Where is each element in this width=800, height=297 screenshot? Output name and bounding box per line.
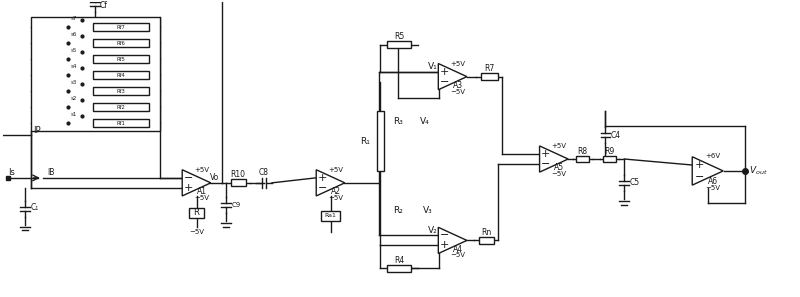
Text: −5V: −5V — [450, 252, 465, 258]
Text: $V_{out}$: $V_{out}$ — [750, 165, 768, 177]
Bar — [230, 179, 246, 186]
Text: Rf6: Rf6 — [117, 41, 126, 45]
Text: s3: s3 — [70, 80, 77, 85]
Text: Vo: Vo — [210, 173, 219, 182]
Text: +: + — [184, 183, 194, 193]
Text: s1: s1 — [70, 112, 77, 117]
Text: Rf2: Rf2 — [117, 105, 126, 110]
Text: Is: Is — [8, 168, 14, 177]
Bar — [94, 103, 149, 111]
Text: R4: R4 — [394, 256, 404, 265]
Text: V₂: V₂ — [428, 226, 438, 235]
Text: Rn: Rn — [482, 228, 491, 237]
Bar — [576, 156, 589, 162]
Text: Rf5: Rf5 — [117, 57, 126, 61]
Polygon shape — [316, 170, 345, 196]
Text: s4: s4 — [70, 64, 77, 69]
Text: R₁: R₁ — [360, 137, 370, 146]
Text: V₄: V₄ — [420, 117, 430, 126]
Text: R7: R7 — [484, 64, 494, 73]
Polygon shape — [438, 227, 467, 254]
Text: V₁: V₁ — [428, 62, 438, 71]
Text: Rf3: Rf3 — [117, 89, 126, 94]
Text: −: − — [440, 77, 450, 87]
Text: C9: C9 — [231, 202, 241, 208]
Bar — [603, 156, 616, 162]
Text: +: + — [695, 160, 705, 170]
Text: R8: R8 — [578, 147, 588, 156]
Text: s6: s6 — [70, 31, 77, 37]
Bar — [94, 23, 149, 31]
Text: C₁: C₁ — [30, 203, 39, 212]
Bar — [481, 73, 498, 80]
Text: s5: s5 — [70, 48, 77, 53]
Text: +5V: +5V — [551, 143, 566, 149]
Text: −: − — [440, 230, 450, 241]
Bar — [377, 111, 384, 171]
Text: R₂: R₂ — [393, 206, 403, 215]
Text: Rf4: Rf4 — [117, 73, 126, 78]
Text: A1: A1 — [197, 187, 206, 196]
Text: A3: A3 — [453, 81, 462, 90]
Bar — [387, 41, 411, 48]
Text: +: + — [542, 149, 550, 159]
Bar — [94, 87, 149, 95]
Polygon shape — [182, 170, 211, 196]
Text: +6V: +6V — [705, 153, 720, 159]
Text: +: + — [318, 173, 327, 183]
Text: Cf: Cf — [99, 1, 107, 10]
Text: IB: IB — [47, 168, 54, 177]
Text: −5V: −5V — [551, 171, 566, 177]
Text: A2: A2 — [330, 187, 341, 196]
Polygon shape — [692, 157, 723, 185]
Polygon shape — [438, 64, 467, 90]
Text: R10: R10 — [230, 170, 246, 179]
Text: s7: s7 — [70, 15, 77, 20]
Text: A6: A6 — [708, 177, 718, 186]
Bar — [94, 39, 149, 47]
Text: +: + — [440, 67, 450, 77]
Bar — [189, 208, 205, 218]
Text: R: R — [194, 208, 199, 217]
Text: R₃: R₃ — [393, 117, 403, 126]
Text: −5V: −5V — [328, 195, 343, 201]
Text: Ra1: Ra1 — [325, 213, 337, 218]
Text: +5V: +5V — [194, 167, 209, 173]
Text: R9: R9 — [604, 147, 614, 156]
Bar — [94, 71, 149, 79]
Text: +5V: +5V — [328, 167, 343, 173]
Text: −: − — [184, 173, 194, 183]
Text: R5: R5 — [394, 32, 404, 42]
Bar — [387, 265, 411, 272]
Text: C5: C5 — [630, 178, 639, 187]
Text: IP: IP — [33, 126, 40, 135]
Text: s2: s2 — [70, 96, 77, 101]
Text: +5V: +5V — [450, 61, 465, 67]
Polygon shape — [539, 146, 568, 172]
Text: −5V: −5V — [705, 185, 720, 191]
Text: +: + — [440, 240, 450, 250]
Text: −5V: −5V — [194, 195, 209, 201]
Text: C4: C4 — [610, 131, 621, 140]
Text: −: − — [542, 159, 550, 169]
Bar — [478, 237, 494, 244]
Text: V₃: V₃ — [423, 206, 433, 215]
Bar — [30, 17, 160, 131]
Text: −5V: −5V — [189, 230, 204, 236]
Text: C8: C8 — [259, 168, 269, 177]
Text: A5: A5 — [554, 163, 564, 173]
Text: −5V: −5V — [450, 89, 465, 94]
Bar — [321, 211, 341, 221]
Bar — [94, 55, 149, 63]
Text: Rf7: Rf7 — [117, 25, 126, 29]
Text: Rf1: Rf1 — [117, 121, 126, 126]
Bar — [94, 119, 149, 127]
Text: A4: A4 — [453, 245, 462, 254]
Text: −: − — [695, 172, 705, 182]
Text: −: − — [318, 183, 327, 193]
